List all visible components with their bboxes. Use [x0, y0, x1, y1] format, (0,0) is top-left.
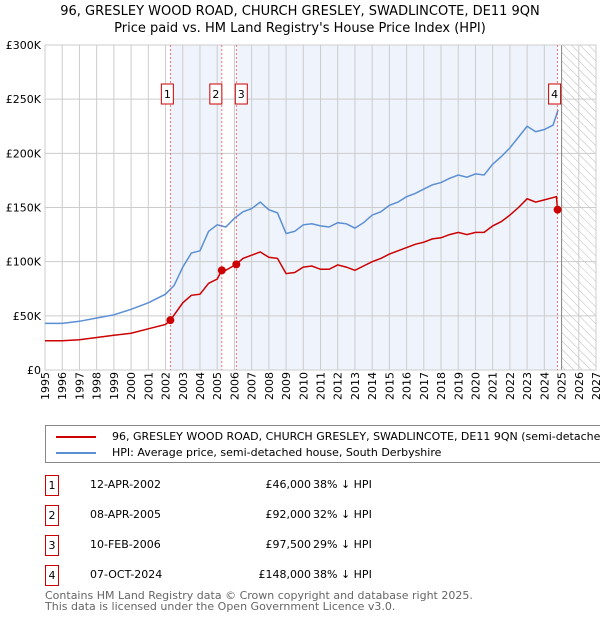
x-tick-label: 2026	[573, 372, 586, 400]
sale-label-box	[209, 83, 223, 105]
x-tick-label: 2016	[401, 372, 414, 400]
x-tick-label: 2008	[263, 372, 276, 400]
y-tick-label: £50K	[13, 310, 42, 323]
transaction-price: £92,000	[265, 508, 312, 521]
marker-badge: 4	[45, 565, 59, 586]
sale-label-box	[160, 83, 174, 105]
plot-border	[44, 44, 597, 371]
transaction-date: 10-FEB-2006	[90, 538, 161, 551]
x-tick-label: 1998	[91, 372, 104, 400]
x-tick-label: 2000	[125, 372, 138, 400]
marker-badge: 1	[45, 475, 59, 496]
sale-label: 4	[551, 88, 558, 101]
transaction-price: £148,000	[258, 568, 312, 581]
sale-label-box	[234, 83, 248, 105]
x-tick-label: 2024	[538, 372, 551, 400]
legend-label: HPI: Average price, semi-detached house,…	[112, 446, 442, 459]
x-tick-label: 1997	[73, 372, 86, 400]
x-tick-label: 2018	[435, 372, 448, 400]
x-tick-label: 2022	[504, 372, 517, 400]
marker-badge: 2	[45, 505, 59, 526]
x-tick-label: 1999	[108, 372, 121, 400]
x-tick-label: 2019	[452, 372, 465, 400]
x-tick-label: 1996	[56, 372, 69, 400]
transaction-hpi: 38% ↓ HPI	[313, 568, 372, 581]
x-tick-label: 2014	[366, 372, 379, 400]
sale-label: 1	[164, 88, 171, 101]
transaction-price: £97,500	[265, 538, 312, 551]
x-tick-label: 2025	[556, 372, 569, 400]
x-tick-label: 2020	[469, 372, 482, 400]
y-tick-label: £150K	[6, 202, 42, 215]
sale-point	[166, 316, 175, 325]
y-tick-label: £250K	[6, 93, 42, 106]
legend-item-property: 96, GRESLEY WOOD ROAD, CHURCH GRESLEY, S…	[56, 430, 600, 443]
x-tick-label: 2023	[521, 372, 534, 400]
x-tick-label: 2011	[315, 372, 328, 400]
legend-item-hpi: HPI: Average price, semi-detached house,…	[56, 446, 441, 459]
y-tick-label: £200K	[6, 147, 42, 160]
chart-subtitle: Price paid vs. HM Land Registry's House …	[114, 21, 486, 36]
sale-point	[217, 266, 226, 275]
y-tick-label: £0	[27, 364, 41, 377]
transaction-date: 08-APR-2005	[90, 508, 162, 521]
x-tick-label: 2015	[383, 372, 396, 400]
transaction-date: 12-APR-2002	[90, 478, 162, 491]
x-tick-label: 2004	[194, 372, 207, 400]
x-tick-label: 2012	[332, 372, 345, 400]
footer-licence: This data is licensed under the Open Gov…	[45, 600, 396, 613]
transaction-hpi: 29% ↓ HPI	[313, 538, 372, 551]
sale-point	[232, 260, 241, 269]
x-tick-label: 2017	[418, 372, 431, 400]
legend-swatch-blue	[56, 451, 96, 454]
legend-swatch-red	[56, 435, 96, 438]
x-tick-label: 2010	[297, 372, 310, 400]
hpi-line	[45, 109, 559, 325]
x-tick-label: 2007	[246, 372, 259, 400]
legend: 96, GRESLEY WOOD ROAD, CHURCH GRESLEY, S…	[45, 425, 600, 463]
y-tick-label: £300K	[6, 39, 42, 52]
sale-label-box	[548, 83, 562, 105]
x-tick-label: 2027	[590, 372, 600, 400]
x-tick-label: 2005	[211, 372, 224, 400]
property-price-line	[45, 195, 559, 342]
transaction-date: 07-OCT-2024	[90, 568, 163, 581]
sale-label: 3	[238, 88, 245, 101]
x-tick-label: 2003	[177, 372, 190, 400]
sale-label: 2	[212, 88, 219, 101]
legend-label: 96, GRESLEY WOOD ROAD, CHURCH GRESLEY, S…	[112, 430, 600, 443]
x-tick-label: 2002	[160, 372, 173, 400]
price-chart: 1995 1996 1997 1998 1999 2000 2001 2002 2003 2004…	[6, 39, 600, 400]
y-tick-label: £100K	[6, 256, 42, 269]
x-tick-label: 2013	[349, 372, 362, 400]
sale-point	[553, 205, 562, 214]
footer-copyright: Contains HM Land Registry data © Crown c…	[45, 589, 473, 602]
transaction-hpi: 32% ↓ HPI	[313, 508, 372, 521]
x-tick-label: 2001	[142, 372, 155, 400]
transaction-price: £46,000	[265, 478, 312, 491]
x-tick-label: 2009	[280, 372, 293, 400]
x-tick-label: 2006	[228, 372, 241, 400]
x-tick-label: 2021	[487, 372, 500, 400]
transaction-hpi: 38% ↓ HPI	[313, 478, 372, 491]
chart-title: 96, GRESLEY WOOD ROAD, CHURCH GRESLEY, S…	[60, 4, 540, 19]
marker-badge: 3	[45, 535, 59, 556]
x-tick-label: 1995	[39, 372, 52, 400]
